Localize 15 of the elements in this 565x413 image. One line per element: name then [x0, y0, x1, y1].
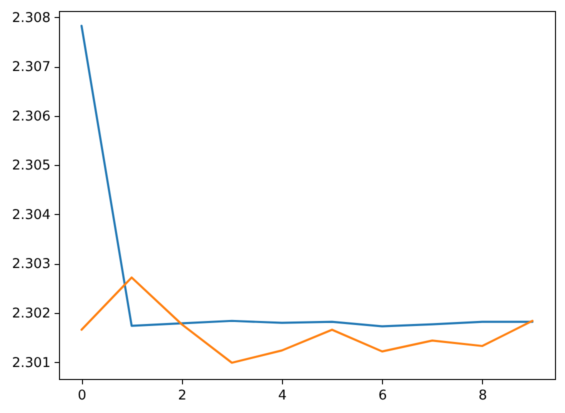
line-series: [80, 276, 534, 364]
x-tick-label: 0: [78, 387, 86, 404]
y-tick-label: 2.304: [12, 206, 51, 223]
y-tick-label: 2.301: [12, 354, 51, 371]
y-tick-label: 2.303: [12, 256, 51, 272]
y-tick-label: 2.307: [12, 59, 51, 76]
y-tick-label: 2.305: [12, 158, 51, 174]
x-tick-label: 2: [178, 387, 187, 404]
y-tick-label: 2.302: [12, 305, 51, 322]
x-tick-label: 8: [478, 387, 488, 404]
y-tick-label: 2.308: [12, 10, 51, 26]
x-tick-label: 6: [378, 387, 387, 404]
x-tick-label: 4: [278, 387, 287, 404]
y-tick-label: 2.306: [12, 108, 51, 124]
line-series: [80, 24, 534, 328]
